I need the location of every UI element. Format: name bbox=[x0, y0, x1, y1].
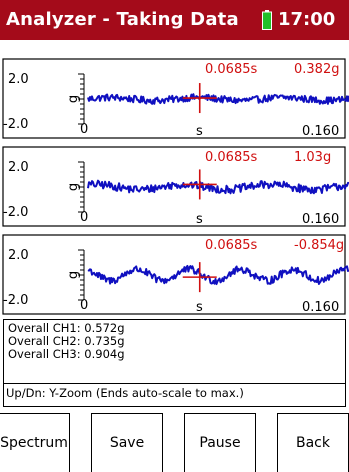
overall-info-panel: Overall CH1: 0.572g Overall CH2: 0.735g … bbox=[3, 319, 346, 407]
cursor-time-readout: 0.0685s bbox=[205, 238, 257, 253]
y-tick-label-bottom: -2.0 bbox=[3, 293, 28, 308]
plot-frame bbox=[2, 146, 346, 227]
cursor-value-readout: 1.03g bbox=[294, 150, 331, 165]
save-button[interactable]: Save bbox=[91, 413, 163, 472]
y-tick-label-top: 2.0 bbox=[8, 72, 29, 87]
zoom-hint: Up/Dn: Y-Zoom (Ends auto-scale to max.) bbox=[6, 386, 244, 400]
waveform-trace bbox=[87, 93, 349, 105]
y-tick-label-bottom: -2.0 bbox=[3, 117, 28, 132]
overall-ch2: Overall CH2: 0.735g bbox=[8, 334, 125, 348]
screen-title: Analyzer - Taking Data bbox=[6, 9, 239, 30]
x-axis-label: s bbox=[196, 124, 203, 139]
clock: 17:00 bbox=[278, 9, 336, 30]
overall-ch3: Overall CH3: 0.904g bbox=[8, 347, 125, 361]
cursor-time-readout: 0.0685s bbox=[205, 150, 257, 165]
x-axis-label: s bbox=[196, 300, 203, 315]
x-tick-label-start: 0 bbox=[80, 210, 88, 225]
title-bar: Analyzer - Taking Data 17:00 bbox=[0, 0, 349, 40]
plot-ch2: 2.0 -2.0 g 0 s 0.160 0.0685s 1.03g bbox=[0, 144, 349, 228]
info-divider bbox=[4, 383, 345, 384]
plot-canvas: 2.0 -2.0 g 0 s 0.160 0.0685s -0.854g bbox=[2, 234, 349, 315]
x-tick-label-end: 0.160 bbox=[302, 300, 339, 315]
y-tick-label-top: 2.0 bbox=[8, 160, 29, 175]
battery-icon bbox=[262, 10, 272, 30]
x-axis-label: s bbox=[196, 212, 203, 227]
y-tick-label-bottom: -2.0 bbox=[3, 205, 28, 220]
cursor-value-readout: 0.382g bbox=[294, 62, 339, 77]
y-axis-label: g bbox=[66, 95, 81, 103]
pause-button[interactable]: Pause bbox=[184, 413, 256, 472]
x-tick-label-start: 0 bbox=[80, 122, 88, 137]
plot-canvas: 2.0 -2.0 g 0 s 0.160 0.0685s 1.03g bbox=[2, 146, 349, 227]
y-axis-label: g bbox=[66, 183, 81, 191]
y-axis-label: g bbox=[66, 271, 81, 279]
spectrum-button[interactable]: Spectrum bbox=[0, 413, 70, 472]
cursor-value-readout: -0.854g bbox=[294, 238, 344, 253]
x-tick-label-start: 0 bbox=[80, 298, 88, 313]
cursor-time-readout: 0.0685s bbox=[205, 62, 257, 77]
waveform-trace bbox=[87, 179, 349, 195]
x-tick-label-end: 0.160 bbox=[302, 212, 339, 227]
y-tick-label-top: 2.0 bbox=[8, 248, 29, 263]
waveform-trace bbox=[87, 264, 349, 286]
plot-ch1: 2.0 -2.0 g 0 s 0.160 0.0685s 0.382g bbox=[0, 56, 349, 140]
plot-canvas: 2.0 -2.0 g 0 s 0.160 0.0685s 0.382g bbox=[2, 58, 349, 139]
plot-ch3: 2.0 -2.0 g 0 s 0.160 0.0685s -0.854g bbox=[0, 232, 349, 316]
overall-ch1: Overall CH1: 0.572g bbox=[8, 321, 125, 335]
back-button[interactable]: Back bbox=[277, 413, 349, 472]
x-tick-label-end: 0.160 bbox=[302, 124, 339, 139]
